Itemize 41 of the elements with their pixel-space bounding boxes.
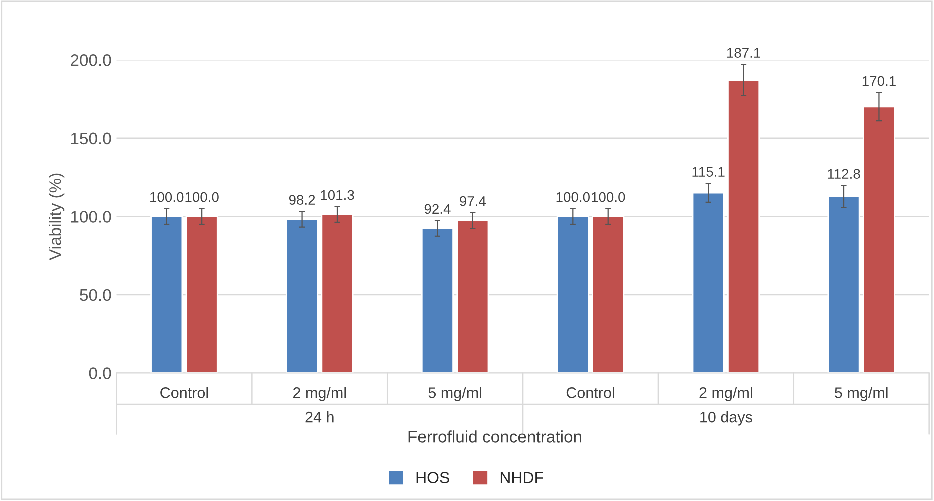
x-tick-label: 5 mg/ml: [428, 387, 482, 402]
bar: [592, 216, 625, 374]
data-label: 97.4: [460, 196, 486, 206]
bar: [186, 216, 218, 374]
text: 10 days: [700, 412, 752, 426]
data-label: 112.8: [828, 169, 860, 180]
data-label: 100.0: [556, 192, 590, 202]
bar: [150, 216, 184, 374]
data-label: 100.0: [150, 192, 184, 202]
bar: [556, 216, 590, 374]
data-label: 101.3: [321, 190, 354, 200]
y-axis-title: Viability (%): [49, 174, 65, 260]
legend-label: NHDF: [500, 472, 544, 484]
data-label: 98.2: [289, 195, 316, 206]
data-label: 92.4: [424, 204, 451, 214]
bar: [321, 214, 354, 374]
x-tick-label: Control: [566, 387, 614, 398]
legend-label: HOS: [416, 472, 450, 484]
x-tick-label: Control: [160, 387, 208, 398]
bar: [421, 228, 454, 374]
y-tick-label: 0.0: [89, 368, 112, 380]
data-label: 170.1: [862, 76, 896, 86]
data-label: 187.1: [727, 48, 760, 58]
x-tick-label: 5 mg/ml: [835, 387, 888, 402]
x-tick-label: 2 mg/ml: [294, 387, 346, 402]
bar: [692, 192, 725, 374]
x-axis-title: Ferrofluid concentration: [408, 430, 582, 443]
y-tick-label: 50.0: [80, 289, 112, 302]
data-label: 100.0: [186, 192, 219, 202]
y-tick-label: 200.0: [71, 54, 112, 66]
bar: [728, 80, 760, 374]
text: 24 h: [306, 412, 334, 423]
bar: [828, 196, 860, 374]
y-tick-label: 100.0: [71, 211, 112, 223]
data-label: 115.1: [692, 167, 725, 177]
bar: [456, 220, 490, 374]
y-tick-label: 150.0: [71, 132, 112, 145]
data-label: 100.0: [592, 192, 626, 202]
bar: [862, 106, 896, 374]
x-tick-label: 2 mg/ml: [700, 387, 752, 402]
bar: [286, 218, 319, 374]
